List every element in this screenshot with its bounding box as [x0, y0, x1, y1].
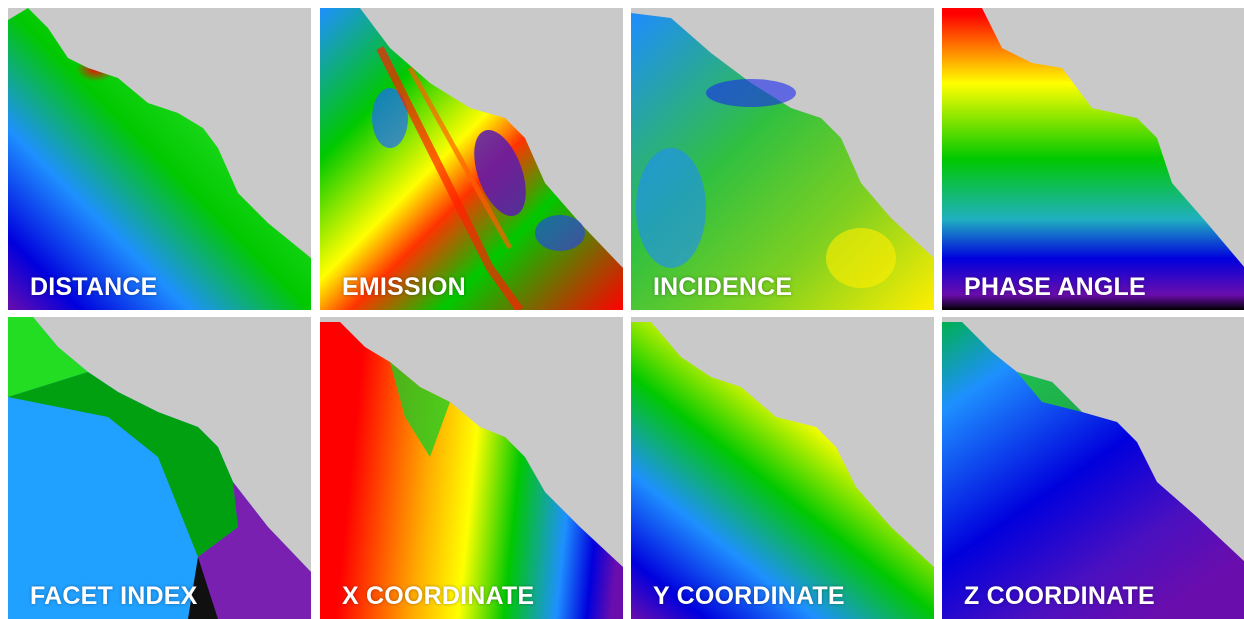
panel-incidence: INCIDENCE [631, 8, 934, 310]
panel-label: FACET INDEX [30, 582, 198, 610]
y-coordinate-render [631, 322, 934, 619]
panel-facet-index: FACET INDEX [8, 317, 311, 619]
phase-angle-render [942, 8, 1244, 310]
panel-label: X COORDINATE [342, 582, 535, 610]
panel-label: Y COORDINATE [653, 582, 845, 610]
incidence-render [631, 13, 934, 310]
z-coordinate-render [942, 322, 1244, 619]
distance-render [8, 8, 311, 310]
panel-y-coordinate: Y COORDINATE [631, 317, 934, 619]
panel-x-coordinate: X COORDINATE [320, 317, 623, 619]
panel-label: INCIDENCE [653, 273, 793, 301]
panel-label: PHASE ANGLE [964, 273, 1146, 301]
panel-label: EMISSION [342, 273, 466, 301]
emission-render [320, 8, 623, 310]
panel-label: Z COORDINATE [964, 582, 1155, 610]
x-coordinate-render [320, 322, 623, 619]
facet-index-render [8, 317, 311, 619]
panel-emission: EMISSION [320, 8, 623, 310]
panel-phase-angle: PHASE ANGLE [942, 8, 1244, 310]
panel-z-coordinate: Z COORDINATE [942, 317, 1244, 619]
panel-label: DISTANCE [30, 273, 158, 301]
panel-distance: DISTANCE [8, 8, 311, 310]
